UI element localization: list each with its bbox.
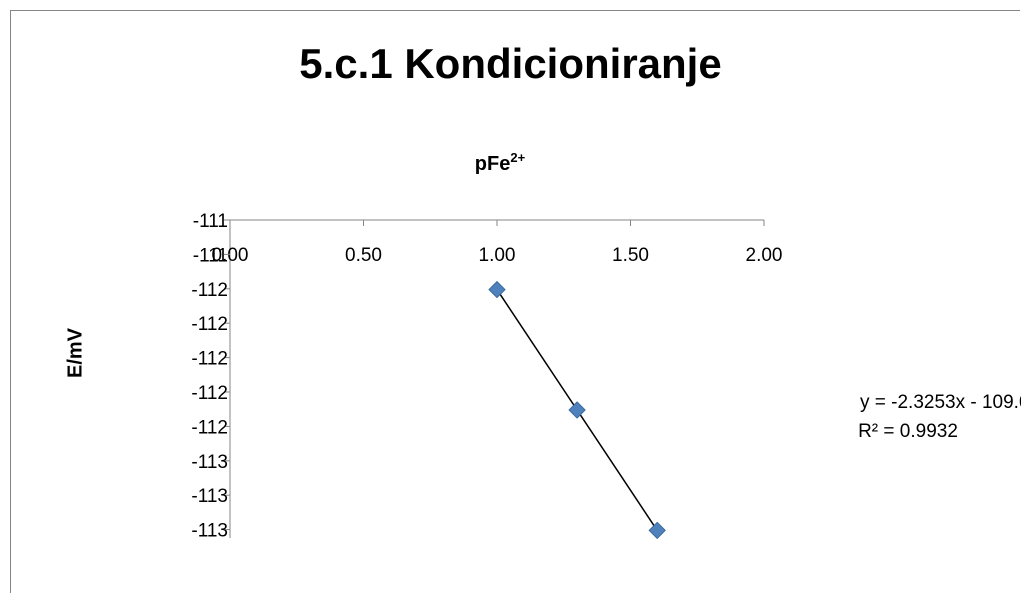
x-tick-label: 0.50 [345,245,382,266]
x-axis-label: pFe2+ [0,150,1000,176]
y-tick-label: -112 [191,314,228,335]
data-point-diamond [568,401,586,419]
y-tick-label: -112 [191,383,228,404]
y-tick-label: -113 [191,521,228,542]
axes-group: 0.00 0.50 1.00 1.50 2.00 -111 -111 -112 -112 -112… [191,211,782,542]
x-tick-label: 1.50 [612,245,649,266]
data-point-diamond [488,280,506,299]
y-tick-label: -112 [191,349,228,370]
y-tick-label: -113 [191,486,228,507]
x-tick-label: 2.00 [746,245,783,266]
y-tick-label: -112 [191,280,228,301]
y-tick-label: -111 [193,211,228,232]
chart-title: 5.c.1 Kondicioniranje [299,40,722,87]
y-tick-label: -111 [193,245,228,266]
trendline-r-squared: R² = 0.9932 [858,421,958,442]
y-tick-label: -113 [191,452,228,473]
points-group [488,280,666,540]
x-axis-label-base: pFe [474,153,511,175]
trendline-equation: y = -2.3253x - 109.01 [860,392,1021,413]
data-point-diamond [648,521,666,540]
y-tick-label: -112 [191,417,228,438]
x-tick-label: 1.00 [479,245,516,266]
labels-group: y = -2.3253x - 109.01 R² = 0.9932 [858,392,1021,442]
x-axis-label-superscript: 2+ [510,150,526,165]
chart-frame [10,10,1020,593]
x-tick-label: 0.00 [212,245,249,266]
